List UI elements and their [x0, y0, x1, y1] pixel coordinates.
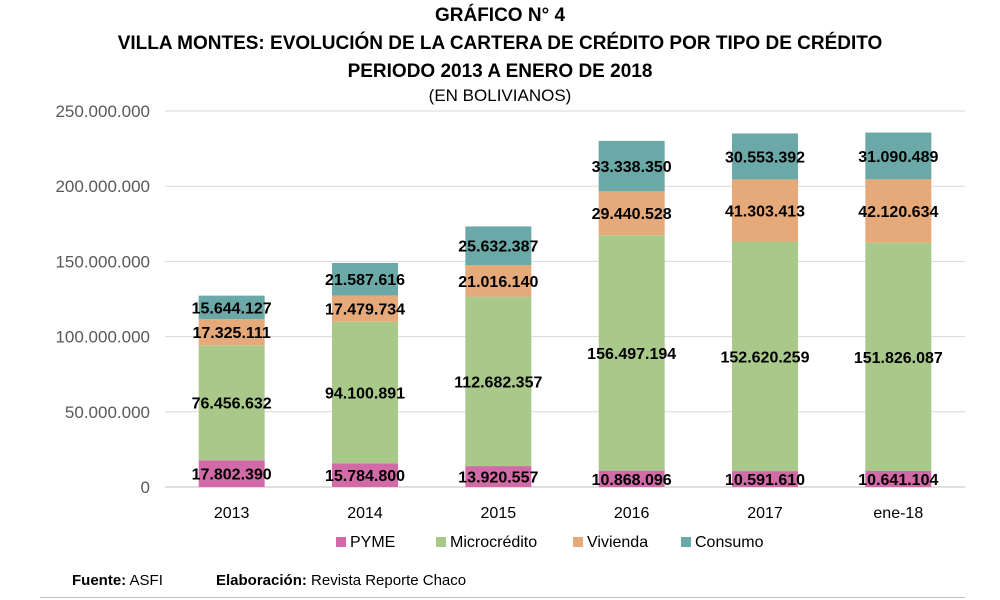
bar-segment [865, 242, 932, 471]
data-label: 76.456.632 [192, 396, 272, 413]
bar-segment [465, 264, 532, 297]
bar-segment [198, 319, 265, 346]
source-label: Fuente: [72, 572, 127, 589]
chart-title-block: GRÁFICO N° 4 VILLA MONTES: EVOLUCIÓN DE … [0, 2, 1000, 106]
bar-segment [865, 132, 932, 180]
x-tick-label: 2016 [614, 505, 650, 522]
data-label: 42.120.634 [858, 204, 938, 221]
y-tick-label: 250.000.000 [55, 102, 150, 121]
data-label: 151.826.087 [854, 350, 943, 367]
bar-segment [198, 345, 265, 461]
x-tick-label: 2015 [481, 505, 517, 522]
bar-segment [598, 235, 665, 471]
y-tick-label: 200.000.000 [55, 177, 150, 196]
data-label: 17.325.111 [193, 325, 271, 342]
bar-segment [598, 140, 665, 192]
legend-swatch [336, 537, 346, 547]
legend-label: Microcrédito [450, 534, 537, 551]
bar-segment [332, 295, 398, 322]
y-tick-label: 100.000.000 [55, 328, 150, 347]
bar-segment [732, 133, 798, 180]
x-tick-label: 2013 [214, 505, 250, 522]
data-label: 15.644.127 [192, 300, 272, 317]
bar-segment [732, 471, 798, 487]
bar-segment [465, 226, 532, 265]
data-label: 152.620.259 [721, 349, 810, 366]
bar-segment [332, 321, 398, 464]
chart-subtitle-line-1: VILLA MONTES: EVOLUCIÓN DE LA CARTERA DE… [117, 33, 883, 54]
source-note: Fuente: ASFI [72, 572, 163, 589]
chart-unit-note: (EN BOLIVIANOS) [428, 86, 572, 105]
bar-segment [198, 460, 265, 487]
footer-divider [40, 597, 965, 598]
data-label: 17.479.734 [325, 302, 405, 319]
data-label: 10.591.610 [725, 472, 805, 489]
bar-segment [465, 296, 532, 467]
bar-segment [865, 179, 932, 243]
data-label: 21.016.140 [458, 274, 538, 291]
legend-swatch [573, 537, 583, 547]
chart-title: GRÁFICO N° 4 [434, 5, 566, 26]
legend-label: Consumo [695, 534, 764, 551]
data-label: 25.632.387 [458, 239, 538, 256]
x-tick-label: 2014 [347, 505, 383, 522]
chart-footer: Fuente: ASFI Elaboración: Revista Report… [72, 572, 466, 589]
legend-swatch [681, 537, 691, 547]
y-tick-label: 50.000.000 [65, 403, 150, 422]
legend-swatch [436, 537, 446, 547]
x-tick-label: ene-18 [873, 505, 923, 522]
data-label: 41.303.413 [725, 203, 805, 220]
bar-segment [198, 295, 265, 320]
data-label: 13.920.557 [458, 470, 538, 487]
data-label: 31.090.489 [858, 149, 938, 166]
bar-segment [332, 262, 398, 296]
data-label: 21.587.616 [325, 272, 405, 289]
data-label: 10.641.104 [858, 472, 938, 489]
data-label: 10.868.096 [592, 472, 672, 489]
bar-segment [865, 470, 932, 487]
data-label: 112.682.357 [454, 374, 542, 391]
data-label: 30.553.392 [725, 149, 805, 166]
data-label: 156.497.194 [587, 346, 676, 363]
elaboration-label: Elaboración: [216, 572, 307, 589]
legend-label: Vivienda [587, 534, 648, 551]
data-label: 15.784.800 [325, 468, 405, 485]
x-tick-label: 2017 [747, 505, 783, 522]
elaboration-value: Revista Reporte Chaco [311, 572, 467, 589]
bar-segment [732, 179, 798, 242]
y-tick-label: 0 [141, 478, 150, 497]
bar-segment [598, 470, 665, 487]
bar-segment [332, 463, 398, 487]
bar-segment [465, 466, 532, 487]
bar-segment [598, 191, 665, 236]
legend-label: PYME [350, 534, 395, 551]
data-label: 29.440.528 [592, 206, 672, 223]
data-label: 17.802.390 [192, 467, 272, 484]
elaboration-note: Elaboración: Revista Reporte Chaco [216, 572, 466, 589]
data-label: 94.100.891 [325, 385, 405, 402]
chart-subtitle-line-2: PERIODO 2013 A ENERO DE 2018 [347, 61, 653, 82]
y-tick-label: 150.000.000 [55, 252, 150, 271]
data-label: 33.338.350 [592, 159, 672, 176]
bar-segment [732, 241, 798, 472]
source-value: ASFI [129, 572, 163, 589]
